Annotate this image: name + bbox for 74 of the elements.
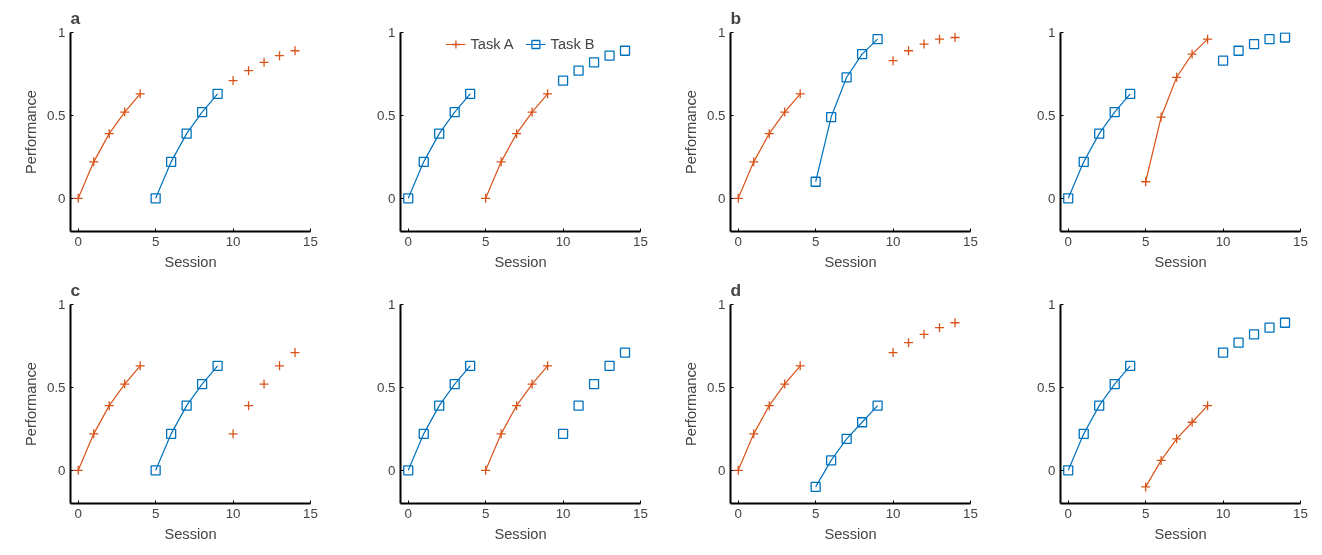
y-tick-label: 0 [718, 190, 726, 206]
legend-label: Task B [550, 36, 595, 52]
y-tick-label: 0.5 [376, 107, 396, 123]
y-tick-label: 0 [58, 190, 66, 206]
x-tick-label: 0 [74, 233, 82, 249]
x-tick-label: 5 [1141, 233, 1150, 249]
x-tick-label: 5 [811, 233, 820, 249]
x-axis-title: Session [494, 525, 547, 542]
x-tick-label: 10 [885, 505, 901, 521]
x-tick-label: 5 [481, 233, 490, 249]
y-tick-label: 0 [1048, 190, 1056, 206]
x-tick-label: 5 [811, 505, 820, 521]
x-tick-label: 10 [1215, 505, 1231, 521]
y-tick-label: 0 [388, 190, 396, 206]
x-tick-label: 0 [74, 505, 82, 521]
x-axis-title: Session [164, 525, 217, 542]
chart-title: b [730, 7, 742, 28]
x-tick-label: 0 [1064, 233, 1072, 249]
y-axis-title: Performance [22, 362, 39, 446]
x-axis-title: Session [1154, 525, 1207, 542]
x-tick-label: 15 [303, 233, 318, 249]
y-axis-title: Performance [682, 90, 699, 174]
x-tick-label: 10 [225, 505, 241, 521]
y-tick-label: 1 [718, 297, 726, 312]
x-tick-label: 15 [963, 233, 978, 249]
y-tick-label: 0.5 [1036, 107, 1056, 123]
y-tick-label: 1 [1048, 25, 1056, 40]
x-tick-label: 0 [734, 505, 742, 521]
chart-title: d [730, 279, 742, 300]
x-tick-label: 5 [151, 233, 160, 249]
y-axis-title: Performance [682, 362, 699, 446]
x-axis-title: Session [494, 253, 547, 270]
x-tick-label: 10 [885, 233, 901, 249]
legend-label: Task A [470, 36, 514, 52]
x-tick-label: 10 [555, 233, 571, 249]
x-axis-title: Session [1154, 253, 1207, 270]
x-tick-label: 10 [555, 505, 571, 521]
y-tick-label: 0.5 [376, 379, 396, 395]
x-tick-label: 0 [404, 233, 412, 249]
y-tick-label: 1 [718, 25, 726, 40]
x-tick-label: 15 [303, 505, 318, 521]
x-axis-title: Session [164, 253, 217, 270]
x-tick-label: 0 [404, 505, 412, 521]
x-tick-label: 5 [1141, 505, 1150, 521]
y-tick-label: 1 [58, 25, 66, 40]
x-tick-label: 5 [481, 505, 490, 521]
y-axis-title: Performance [22, 90, 39, 174]
y-tick-label: 0.5 [1036, 379, 1056, 395]
y-tick-label: 0.5 [706, 379, 726, 395]
x-axis-title: Session [824, 525, 877, 542]
y-tick-label: 0 [388, 462, 396, 478]
chart-title: c [70, 279, 81, 300]
y-tick-label: 0.5 [706, 107, 726, 123]
x-tick-label: 15 [633, 505, 648, 521]
chart-title: a [70, 7, 81, 28]
y-tick-label: 1 [1048, 297, 1056, 312]
x-tick-label: 15 [633, 233, 648, 249]
y-tick-label: 0.5 [46, 107, 66, 123]
y-tick-label: 1 [388, 297, 396, 312]
y-tick-label: 0 [718, 462, 726, 478]
x-tick-label: 15 [1293, 505, 1308, 521]
y-tick-label: 0.5 [46, 379, 66, 395]
x-tick-label: 15 [1293, 233, 1308, 249]
x-tick-label: 0 [1064, 505, 1072, 521]
y-tick-label: 0 [1048, 462, 1056, 478]
x-tick-label: 10 [1215, 233, 1231, 249]
x-tick-label: 0 [734, 233, 742, 249]
y-tick-label: 0 [58, 462, 66, 478]
x-tick-label: 10 [225, 233, 241, 249]
x-axis-title: Session [824, 253, 877, 270]
y-tick-label: 1 [58, 297, 66, 312]
x-tick-label: 5 [151, 505, 160, 521]
y-tick-label: 1 [388, 25, 396, 40]
x-tick-label: 15 [963, 505, 978, 521]
